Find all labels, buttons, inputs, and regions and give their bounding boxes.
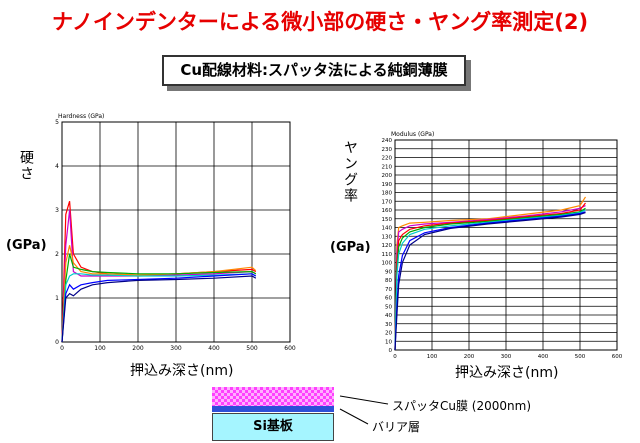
modulus-x-tick-label: 400 xyxy=(538,354,549,360)
hardness-y-tick-label: 2 xyxy=(55,251,59,258)
modulus-series-line-6 xyxy=(394,211,586,351)
modulus-x-tick-label: 200 xyxy=(464,354,475,360)
subtitle-box: Cu配線材料:スパッタ法による純銅薄膜 xyxy=(162,55,466,86)
si-substrate-layer: Si基板 xyxy=(212,413,334,441)
barrier-leader-line xyxy=(339,408,369,425)
barrier-layer xyxy=(212,406,334,412)
modulus-y-tick-label: 30 xyxy=(385,322,392,328)
modulus-series-line-1 xyxy=(394,196,587,351)
hardness-x-tick-label: 500 xyxy=(246,345,258,352)
modulus-y-tick-label: 230 xyxy=(382,147,393,153)
hardness-x-tick-label: 100 xyxy=(94,345,106,352)
modulus-y-tick-label: 60 xyxy=(385,296,392,302)
modulus-y-tick-label: 100 xyxy=(382,261,393,267)
hardness-y-tick-label: 0 xyxy=(55,339,59,346)
hardness-chart-title: Hardness (GPa) xyxy=(58,113,104,120)
hardness-y-tick-label: 3 xyxy=(55,207,59,214)
modulus-y-tick-label: 170 xyxy=(382,199,393,205)
hardness-x-tick-label: 200 xyxy=(132,345,144,352)
page-title: ナノインデンターによる微小部の硬さ・ヤング率測定(2) xyxy=(51,10,589,34)
modulus-y-tick-label: 160 xyxy=(382,208,393,214)
hardness-series-line-6 xyxy=(61,273,257,343)
modulus-x-tick-label: 600 xyxy=(612,354,623,360)
modulus-y-tick-label: 80 xyxy=(385,278,392,284)
modulus-series-line-5 xyxy=(394,209,586,351)
modulus-y-tick-label: 240 xyxy=(382,138,393,144)
modulus-y-tick-label: 210 xyxy=(382,164,393,170)
hardness-x-tick-label: 0 xyxy=(60,345,64,352)
hardness-x-tick-label: 400 xyxy=(208,345,220,352)
hardness-x-tick-label: 300 xyxy=(170,345,182,352)
modulus-chart-title: Modulus (GPa) xyxy=(391,131,434,138)
modulus-y-tick-label: 220 xyxy=(382,156,393,162)
modulus-series-line-4 xyxy=(394,207,586,351)
left-ylabel-unit: (GPa) xyxy=(6,238,47,253)
modulus-x-tick-label: 0 xyxy=(393,354,397,360)
modulus-y-tick-label: 50 xyxy=(385,304,392,310)
modulus-series-line-2 xyxy=(394,205,586,351)
modulus-y-tick-label: 180 xyxy=(382,191,393,197)
hardness-y-tick-label: 4 xyxy=(55,163,59,170)
modulus-chart-svg: Modulus (GPa) 0 100 200 300 400 500 600 0 10 20 30 4… xyxy=(382,131,623,360)
cu-film-layer xyxy=(212,387,334,406)
hardness-series-line-3 xyxy=(61,245,257,343)
modulus-y-tick-label: 190 xyxy=(382,182,393,188)
modulus-x-tick-label: 500 xyxy=(575,354,586,360)
hardness-chart-svg: Hardness (GPa) 0 100 200 300 400 500 600 0 1 2 3 4 5 xyxy=(55,113,296,352)
modulus-x-axis-label: 押込み深さ(nm) xyxy=(455,365,559,381)
hardness-y-tick-label: 1 xyxy=(55,295,59,302)
modulus-x-tick-label: 100 xyxy=(427,354,438,360)
modulus-y-tick-label: 10 xyxy=(385,339,392,345)
hardness-series-line-4 xyxy=(61,253,257,343)
modulus-y-tick-label: 0 xyxy=(389,348,393,354)
modulus-y-tick-label: 150 xyxy=(382,217,393,223)
hardness-y-tick-label: 5 xyxy=(55,119,59,126)
hardness-x-axis-label: 押込み深さ(nm) xyxy=(130,363,234,379)
modulus-y-tick-label: 140 xyxy=(382,226,393,232)
modulus-y-tick-label: 20 xyxy=(385,331,392,337)
film-leader-line xyxy=(339,395,389,405)
film-layer-label: スパッタCu膜 (2000nm) xyxy=(392,399,531,413)
right-ylabel-jp: ヤング率 xyxy=(342,140,358,204)
hardness-x-tick-label: 600 xyxy=(284,345,296,352)
hardness-series-line-5 xyxy=(61,273,257,343)
right-ylabel-unit: (GPa) xyxy=(330,240,371,255)
hardness-chart: Hardness (GPa) 0 100 200 300 400 500 600 0 1 2 3 4 5 xyxy=(30,110,300,360)
modulus-y-tick-label: 110 xyxy=(382,252,393,258)
hardness-series-line-2 xyxy=(61,209,257,343)
modulus-y-tick-label: 40 xyxy=(385,313,392,319)
modulus-y-tick-label: 90 xyxy=(385,269,392,275)
modulus-x-tick-label: 300 xyxy=(501,354,512,360)
barrier-layer-label: バリア層 xyxy=(372,420,421,434)
modulus-y-tick-label: 130 xyxy=(382,234,393,240)
modulus-y-tick-label: 70 xyxy=(385,287,392,293)
left-ylabel-jp: 硬さ xyxy=(18,150,34,182)
modulus-series-line-7 xyxy=(394,212,586,351)
modulus-series-line-3 xyxy=(394,202,586,351)
hardness-series-line-7 xyxy=(61,275,257,343)
modulus-y-tick-label: 200 xyxy=(382,173,393,179)
modulus-chart: Modulus (GPa) 0 100 200 300 400 500 600 0 10 20 30 4… xyxy=(365,112,625,362)
modulus-y-tick-label: 120 xyxy=(382,243,393,249)
